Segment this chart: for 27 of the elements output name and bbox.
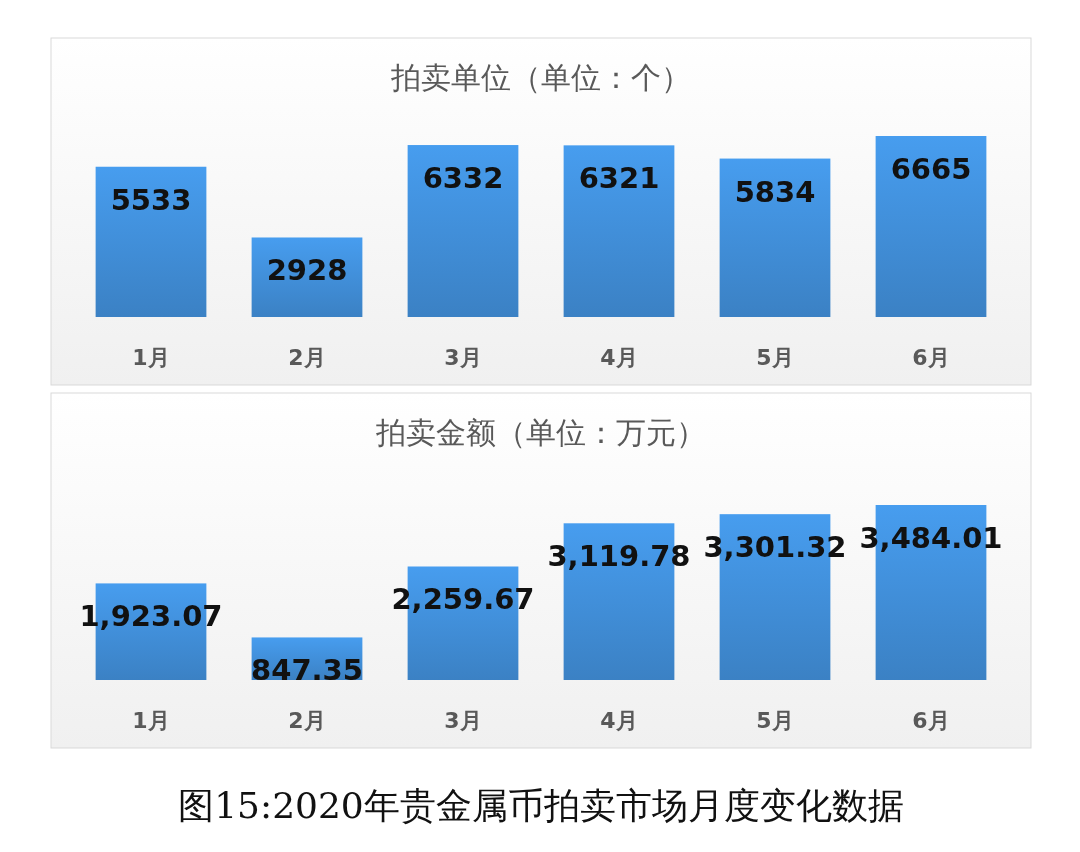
caption: 图15:2020年贵金属币拍卖市场月度变化数据 bbox=[178, 785, 904, 826]
data-label: 5834 bbox=[734, 174, 816, 209]
x-tick-label: 4月 bbox=[600, 345, 638, 370]
bar bbox=[719, 158, 831, 317]
x-tick-label: 6月 bbox=[912, 708, 950, 733]
data-label: 6321 bbox=[578, 161, 660, 196]
x-tick-label: 3月 bbox=[444, 708, 482, 733]
x-tick-label: 5月 bbox=[756, 708, 794, 733]
bar bbox=[95, 166, 207, 317]
x-tick-label: 1月 bbox=[132, 345, 170, 370]
bar bbox=[875, 136, 987, 317]
x-tick-label: 1月 bbox=[132, 708, 170, 733]
x-tick-label: 5月 bbox=[756, 345, 794, 370]
bar bbox=[563, 145, 675, 317]
x-tick-label: 3月 bbox=[444, 345, 482, 370]
x-tick-label: 6月 bbox=[912, 345, 950, 370]
data-label: 6665 bbox=[890, 152, 972, 186]
data-label: 6332 bbox=[422, 161, 504, 196]
data-label: 2928 bbox=[266, 253, 348, 288]
x-tick-label: 2月 bbox=[288, 345, 326, 370]
data-label: 847.35 bbox=[251, 653, 363, 688]
data-label: 5533 bbox=[110, 182, 192, 217]
chart-title: 拍卖金额（单位：万元） bbox=[375, 415, 706, 450]
chart-title: 拍卖单位（单位：个） bbox=[390, 60, 691, 95]
bar bbox=[407, 145, 519, 317]
x-tick-label: 4月 bbox=[600, 708, 638, 733]
x-tick-label: 2月 bbox=[288, 708, 326, 733]
